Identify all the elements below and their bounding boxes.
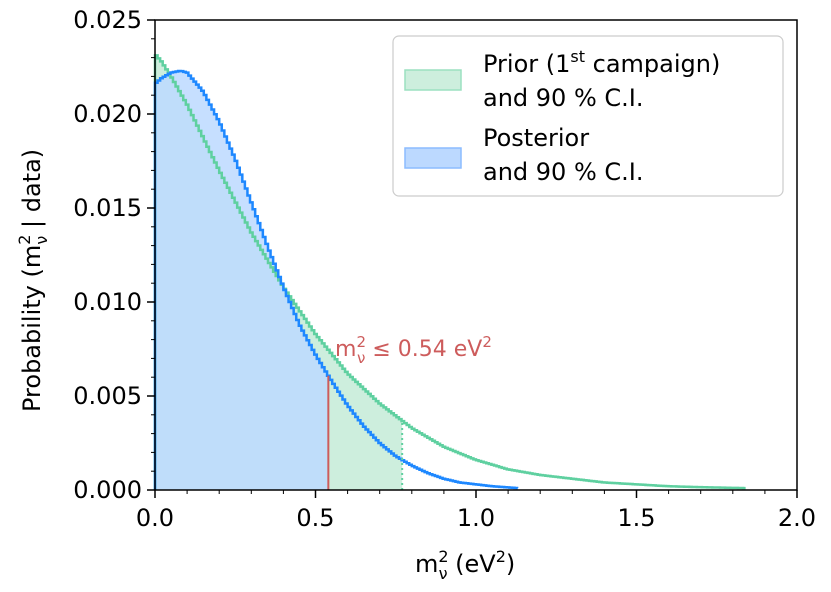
ylabel-post: | data)	[18, 149, 46, 236]
x-tick-label: 0.0	[136, 504, 174, 532]
ci-fills	[155, 55, 403, 491]
ylabel-sub: ν	[32, 236, 51, 245]
series-curves	[153, 54, 746, 490]
series-line-0	[153, 54, 746, 490]
legend-posterior-line2: and 90 % C.I.	[483, 158, 643, 186]
legend: Prior (1st campaign) and 90 % C.I. Poste…	[392, 35, 784, 197]
legend-prior-pre: Prior (1	[483, 50, 570, 78]
ci-markers	[327, 375, 404, 490]
legend-swatch-prior	[404, 69, 462, 91]
x-tick-label: 1.5	[617, 504, 655, 532]
legend-box	[392, 35, 784, 197]
x-tick-label: 1.0	[457, 504, 495, 532]
y-tick-label: 0.000	[73, 476, 142, 504]
annot-base: m	[335, 337, 356, 362]
xlabel-suffix-pre: (eV	[448, 550, 497, 578]
x-tick-label: 2.0	[778, 504, 816, 532]
y-tick-label: 0.025	[73, 6, 142, 34]
legend-prior-post: campaign)	[585, 50, 720, 78]
x-tick-label: 0.5	[296, 504, 334, 532]
legend-prior-line1: Prior (1st campaign)	[483, 47, 720, 78]
legend-prior-sup: st	[570, 47, 585, 66]
annot-sub: ν	[357, 349, 365, 367]
xlabel-base: m	[415, 550, 438, 578]
x-ticks: 0.0 0.5 1.0 1.5 2.0	[136, 490, 816, 532]
ci-fill-1	[155, 71, 329, 490]
series-line-1	[153, 69, 519, 490]
legend-swatch-posterior	[404, 147, 462, 169]
ylabel-pre: Probability (m	[18, 245, 46, 412]
y-tick-label: 0.015	[73, 194, 142, 222]
annot-sup: 2	[356, 333, 366, 351]
ylabel-sup: 2	[15, 235, 34, 245]
xlabel-sub: ν	[439, 564, 448, 583]
y-tick-label: 0.020	[73, 100, 142, 128]
xlabel-suffix-post: )	[506, 550, 515, 578]
y-axis-label: Probability (m2ν | data)	[15, 149, 51, 412]
y-ticks: 0.000 0.005 0.010 0.015 0.020 0.025	[73, 6, 155, 504]
legend-posterior-line1: Posterior	[483, 124, 589, 152]
annot-text-sup: 2	[482, 333, 492, 351]
xlabel-sup: 2	[438, 547, 448, 566]
annot-text: ≤ 0.54 eV	[365, 337, 482, 362]
ci-annotation: m2 ν ≤ 0.54 eV2	[335, 333, 492, 367]
xlabel-suffix-sup: 2	[496, 547, 506, 566]
y-tick-label: 0.005	[73, 382, 142, 410]
y-tick-label: 0.010	[73, 288, 142, 316]
legend-prior-line2: and 90 % C.I.	[483, 84, 643, 112]
x-axis-label: m2 ν (eV2)	[415, 547, 515, 583]
